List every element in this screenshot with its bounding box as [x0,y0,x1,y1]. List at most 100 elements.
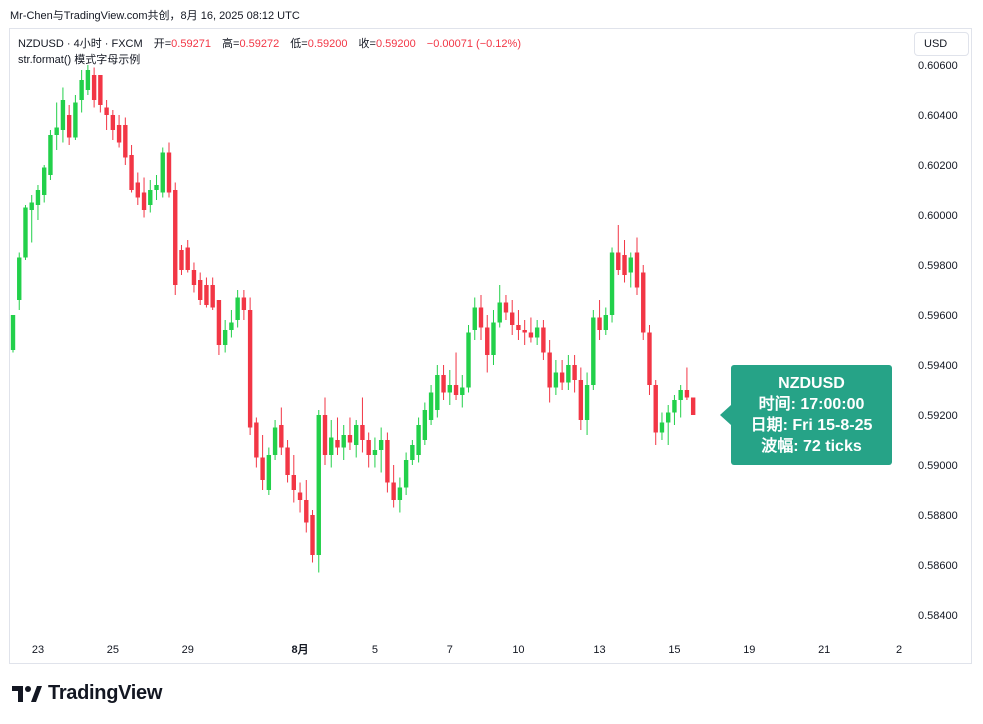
candle-body [316,415,321,555]
candle [123,117,128,165]
candle-body [559,372,565,383]
legend-low-label: 低= [290,38,308,50]
candle [272,420,278,460]
candle-body [566,365,571,383]
candle [641,265,646,340]
candle-body [322,415,328,455]
candle-body [154,185,159,190]
candle [10,315,16,353]
candle-body [534,327,540,338]
candle [372,437,378,468]
candle [148,180,153,213]
candle-body [160,152,165,193]
legend-symbol: NZDUSD · 4小时 · FXCM [18,38,143,50]
legend-open-label: 开= [153,38,172,50]
candle [60,87,66,143]
candle [366,432,371,468]
legend-high-label: 高= [222,38,240,50]
price-tick-label: 0.60200 [918,160,958,172]
chart-legend: NZDUSD · 4小时 · FXCM 开=0.59271 高=0.59272 … [18,35,521,51]
candle [397,477,403,513]
candle-body [23,207,28,258]
candle [304,480,309,533]
candle [98,75,103,113]
candle [403,452,409,495]
candle-body [179,250,184,270]
candle [510,300,515,335]
candle [216,300,222,355]
candle-body [260,457,265,480]
time-tick-label: 25 [107,644,119,656]
candle-body [522,330,527,333]
candle [522,320,527,345]
candle-body [173,190,178,285]
candle-body [110,115,116,130]
candle-body [198,280,203,300]
candle-body [235,297,240,320]
time-tick-label: 8月 [291,643,308,656]
price-tick-label: 0.60400 [918,110,958,122]
candle [279,407,284,455]
candle [441,365,446,400]
candle-body [123,125,128,158]
legend-high-value: 0.59272 [239,38,280,50]
candle [104,100,109,130]
candle [54,102,59,150]
candle-body [385,440,390,483]
candle [634,237,640,295]
candle-body [116,125,122,143]
candle-body [460,387,465,395]
callout-symbol: NZDUSD [778,375,845,392]
candle-body [541,327,546,353]
candle [690,397,696,415]
candle-body [603,315,608,330]
candle [204,277,209,308]
currency-button[interactable]: USD [914,32,969,56]
candle [241,290,247,320]
candle [185,240,190,273]
candle [329,420,334,468]
candle-body [672,400,677,413]
candle-body [684,390,690,398]
candle [460,375,465,408]
candle-body [297,492,303,500]
candle [341,425,346,460]
candle-body [378,440,384,450]
callout-range: 波幅: 72 ticks [761,438,862,455]
candle [135,172,140,205]
candle [435,365,440,418]
price-tick-label: 0.60000 [918,210,958,222]
candle [422,402,428,445]
candle-body [572,365,577,380]
candle [116,115,122,148]
candle [79,70,84,113]
candle [659,412,665,440]
candle [478,295,484,340]
candle-body [266,455,272,490]
candle [672,395,677,425]
price-tick-label: 0.60600 [918,60,958,72]
candle-body [360,425,365,440]
time-tick-label: 21 [818,644,830,656]
candle [91,67,97,108]
candle-body [166,152,172,193]
time-tick-label: 13 [593,644,605,656]
candle-body [634,252,640,288]
candle [247,297,253,435]
candle-body [485,327,490,355]
chart-caption: Mr-Chen与TradingView.com共创，8月 16, 2025 08… [10,10,300,22]
tradingview-logo[interactable]: TradingView [12,682,162,705]
tradingview-brand: TradingView [48,682,163,704]
candle-body [403,460,409,488]
chart-frame [9,28,972,664]
candle [316,410,321,573]
candle [591,310,596,390]
candle [17,252,22,310]
candle [497,285,502,328]
legend-change-value: −0.00071 (−0.12%) [426,38,521,50]
candle-body [148,190,153,205]
candle-body [503,302,509,313]
candle [42,165,47,203]
candle-body [397,487,403,500]
